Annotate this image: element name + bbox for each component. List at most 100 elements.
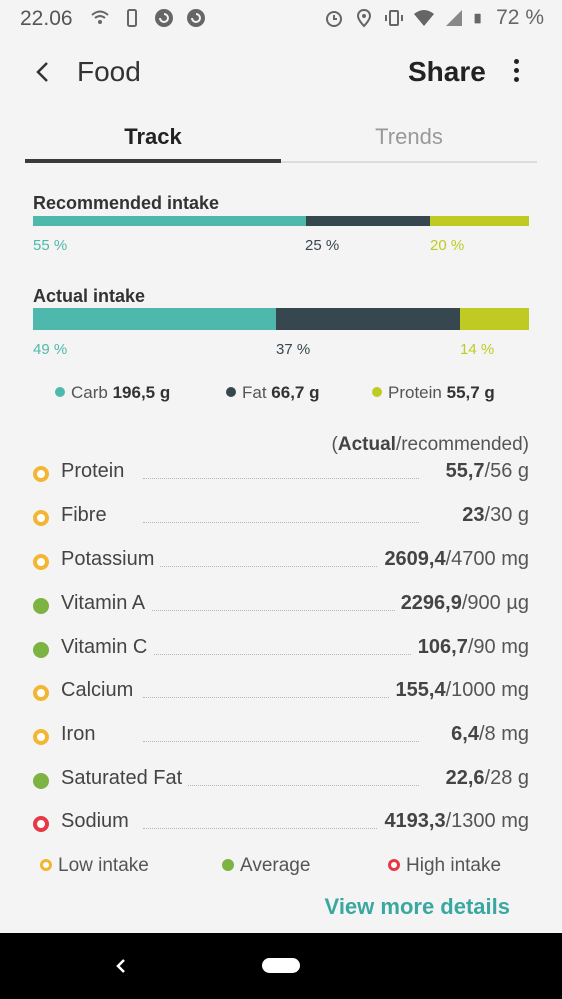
legend-fat: Fat 66,7 g: [226, 383, 320, 403]
nutrient-name: Saturated Fat: [61, 767, 189, 790]
list-header-actual: Actual: [337, 434, 396, 455]
nutrient-row-sodium: Sodium 4193,3/1300 mg: [33, 808, 529, 848]
nutrient-recommended: /1000 mg: [445, 679, 529, 701]
recommended-carb-segment: [33, 216, 306, 226]
nutrient-recommended: /8 mg: [478, 723, 529, 745]
sync-icon: [155, 9, 173, 27]
nutrient-value: 2296,9/900 µg: [394, 592, 529, 615]
legend-carb-label: Carb: [71, 383, 108, 402]
nutrient-value: 155,4/1000 mg: [389, 679, 529, 702]
nutrient-row-vitamin-c: Vitamin C 106,7/90 mg: [33, 634, 529, 674]
actual-protein-pct: 14 %: [460, 341, 495, 358]
legend-fat-label: Fat: [242, 383, 267, 402]
battery-level: 72 %: [496, 6, 544, 29]
view-more-details-link[interactable]: View more details: [324, 894, 510, 919]
recommended-intake-bar: [33, 216, 529, 226]
legend-carb-amount: 196,5 g: [112, 383, 171, 402]
recommended-fat-pct: 25 %: [305, 237, 340, 254]
phone-icon: [127, 9, 137, 27]
low-intake-icon: [33, 554, 49, 570]
nutrient-name: Fibre: [61, 504, 113, 527]
legend-protein-label: Protein: [388, 383, 442, 402]
wifi-calling-icon: [91, 10, 109, 24]
low-intake-icon: [40, 859, 52, 871]
average-intake-icon: [33, 642, 49, 658]
page-title: Food: [77, 56, 141, 87]
recommended-protein-pct: 20 %: [430, 237, 465, 254]
share-button[interactable]: Share: [408, 56, 486, 87]
row-dotted-leader: [143, 522, 419, 523]
nutrient-actual: 4193,3: [384, 810, 446, 832]
legend-high-label: High intake: [406, 855, 502, 876]
row-dotted-leader: [143, 478, 419, 479]
row-dotted-leader: [143, 785, 419, 786]
nutrient-name: Vitamin C: [61, 636, 154, 659]
legend-average-label: Average: [240, 855, 311, 876]
nutrient-recommended: /4700 mg: [445, 548, 529, 570]
legend-low-label: Low intake: [58, 855, 149, 876]
nutrient-value: 4193,3/1300 mg: [378, 810, 529, 833]
actual-carb-pct: 49 %: [33, 341, 68, 358]
row-dotted-leader: [143, 566, 419, 567]
back-arrow-icon[interactable]: [30, 58, 58, 86]
more-options-icon[interactable]: [506, 56, 526, 88]
tab-divider: [25, 161, 537, 163]
actual-fat-segment: [276, 308, 460, 330]
recommended-protein-segment: [429, 216, 529, 226]
recommended-intake-title: Recommended intake: [33, 193, 220, 213]
app-bar: Food Share: [0, 40, 562, 106]
actual-intake-title: Actual intake: [33, 286, 146, 306]
fat-dot-icon: [226, 387, 236, 397]
nav-home-pill[interactable]: [262, 958, 300, 973]
nutrient-value: 22,6/28 g: [439, 767, 529, 790]
legend-protein-amount: 55,7 g: [446, 383, 495, 402]
nutrient-name: Potassium: [61, 548, 161, 571]
status-time: 22.06: [20, 7, 73, 30]
nutrient-recommended: /900 µg: [461, 592, 529, 614]
row-dotted-leader: [143, 828, 419, 829]
nutrient-actual: 2609,4: [384, 548, 446, 570]
nutrient-actual: 106,7: [417, 636, 468, 658]
nutrient-actual: 23: [462, 504, 485, 526]
legend-low-intake: Low intake: [40, 855, 149, 877]
low-intake-icon: [33, 685, 49, 701]
nutrient-name: Sodium: [61, 810, 135, 833]
tab-bar: Track Trends: [25, 114, 537, 164]
low-intake-icon: [33, 729, 49, 745]
recommended-carb-pct: 55 %: [33, 237, 68, 254]
nutrient-row-fibre: Fibre 23/30 g: [33, 502, 529, 542]
status-bar: 22.06 72 %: [0, 0, 562, 38]
nutrient-actual: 55,7: [445, 460, 485, 482]
battery-icon: [474, 13, 481, 24]
nutrient-row-iron: Iron 6,4/8 mg: [33, 721, 529, 761]
nutrient-name: Vitamin A: [61, 592, 152, 615]
nutrient-row-saturated-fat: Saturated Fat 22,6/28 g: [33, 765, 529, 805]
nutrient-value: 6,4/8 mg: [445, 723, 529, 746]
tab-track[interactable]: Track: [124, 124, 182, 149]
legend-carb: Carb 196,5 g: [55, 383, 170, 403]
list-header-rest: /recommended): [395, 434, 529, 455]
carb-dot-icon: [55, 387, 65, 397]
nutrient-actual: 6,4: [451, 723, 479, 745]
nutrient-row-protein: Protein 55,7/56 g: [33, 458, 529, 498]
nutrient-recommended: /90 mg: [467, 636, 529, 658]
legend-fat-amount: 66,7 g: [271, 383, 320, 402]
location-icon: [357, 8, 372, 28]
nutrient-name: Iron: [61, 723, 102, 746]
nutrient-name: Protein: [61, 460, 131, 483]
row-dotted-leader: [143, 654, 419, 655]
nav-back-icon[interactable]: [114, 957, 128, 975]
actual-protein-segment: [459, 308, 529, 330]
nutrient-recommended: /1300 mg: [445, 810, 529, 832]
tab-trends[interactable]: Trends: [375, 124, 443, 149]
recommended-fat-segment: [305, 216, 430, 226]
high-intake-icon: [33, 816, 49, 832]
nutrient-actual: 22,6: [445, 767, 485, 789]
actual-carb-segment: [33, 308, 277, 330]
nutrient-row-potassium: Potassium 2609,4/4700 mg: [33, 546, 529, 586]
tab-active-indicator: [25, 159, 281, 163]
row-dotted-leader: [143, 610, 419, 611]
signal-icon: [446, 10, 463, 26]
low-intake-icon: [33, 510, 49, 526]
average-intake-icon: [222, 859, 234, 871]
